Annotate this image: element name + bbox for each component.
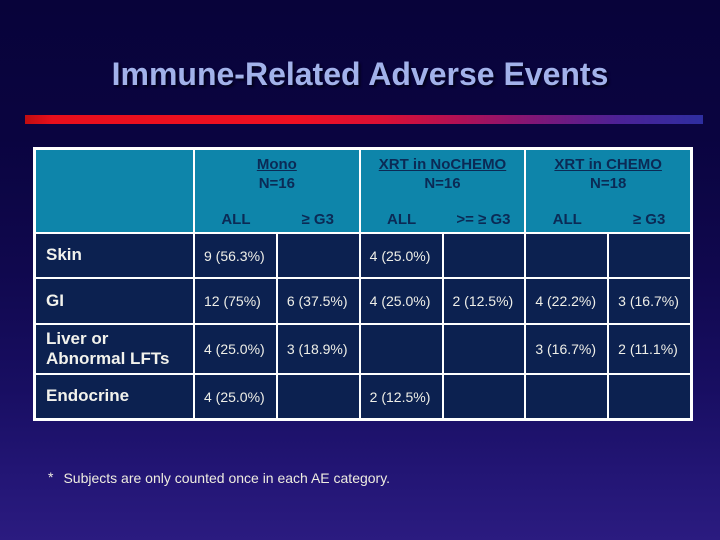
accent-gradient-bar xyxy=(25,115,703,124)
table-cell xyxy=(443,325,525,373)
slide-title: Immune-Related Adverse Events xyxy=(111,56,609,92)
group-n-xrt-chemo: N=18 xyxy=(590,175,627,192)
row-label-endocrine: Endocrine xyxy=(36,375,193,418)
table-cell xyxy=(526,375,608,418)
subheader-xrt-chemo-g3: ≥ G3 xyxy=(632,211,666,228)
table-cell xyxy=(526,234,608,277)
table-cell: 2 (11.1%) xyxy=(609,325,690,373)
table-cell xyxy=(443,234,525,277)
header-group-xrt-chemo: XRT in CHEMO N=18 ALL ≥ G3 xyxy=(526,150,690,232)
table-cell: 2 (12.5%) xyxy=(443,279,525,323)
header-group-xrt-nochemo: XRT in NoCHEMO N=16 ALL >= ≥ G3 xyxy=(360,150,525,232)
row-label-liver-lfts: Liver or Abnormal LFTs xyxy=(36,325,193,373)
table-cell xyxy=(609,234,690,277)
group-title-xrt-chemo: XRT in CHEMO xyxy=(554,156,662,173)
row-label-skin: Skin xyxy=(36,234,193,277)
group-title-xrt-nochemo: XRT in NoCHEMO xyxy=(378,156,507,173)
header-group-mono: Mono N=16 ALL ≥ G3 xyxy=(195,150,359,232)
table-cell: 4 (22.2%) xyxy=(526,279,608,323)
subheader-xrt-chemo-all: ALL xyxy=(552,211,582,228)
subheader-xrt-nochemo-all: ALL xyxy=(386,211,417,228)
subheader-row-xrt-chemo: ALL ≥ G3 xyxy=(526,211,690,228)
subheader-mono-all: ALL xyxy=(221,211,251,228)
group-title-mono: Mono xyxy=(256,156,297,173)
table-cell xyxy=(277,375,359,418)
table-cell: 4 (25.0%) xyxy=(195,325,276,373)
footnote-text: Subjects are only counted once in each A… xyxy=(63,470,391,486)
adverse-events-table: Mono N=16 ALL ≥ G3 XRT in NoCHEMO N=16 A… xyxy=(33,147,693,421)
subheader-mono-g3: ≥ G3 xyxy=(301,211,334,228)
subheader-row-xrt-nochemo: ALL >= ≥ G3 xyxy=(361,211,525,228)
group-n-xrt-nochemo: N=16 xyxy=(424,175,461,192)
table-cell xyxy=(443,375,525,418)
header-corner-cell xyxy=(36,150,193,232)
table-cell: 6 (37.5%) xyxy=(277,279,359,323)
footnote: * Subjects are only counted once in each … xyxy=(48,469,391,486)
table-cell: 4 (25.0%) xyxy=(360,234,442,277)
table-cell: 9 (56.3%) xyxy=(195,234,276,277)
table-cell: 3 (16.7%) xyxy=(609,279,690,323)
table-cell: 4 (25.0%) xyxy=(360,279,442,323)
table-cell: 2 (12.5%) xyxy=(360,375,442,418)
table-cell: 12 (75%) xyxy=(195,279,276,323)
table-cell xyxy=(609,375,690,418)
subheader-xrt-nochemo-g3: >= ≥ G3 xyxy=(456,211,511,228)
group-n-mono: N=16 xyxy=(258,175,295,192)
footnote-marker: * xyxy=(48,469,54,485)
table-cell xyxy=(277,234,359,277)
subheader-row-mono: ALL ≥ G3 xyxy=(195,211,359,228)
table-cell xyxy=(360,325,442,373)
row-label-gi: GI xyxy=(36,279,193,323)
table-cell: 3 (16.7%) xyxy=(526,325,608,373)
table-cell: 3 (18.9%) xyxy=(277,325,359,373)
table-cell: 4 (25.0%) xyxy=(195,375,276,418)
